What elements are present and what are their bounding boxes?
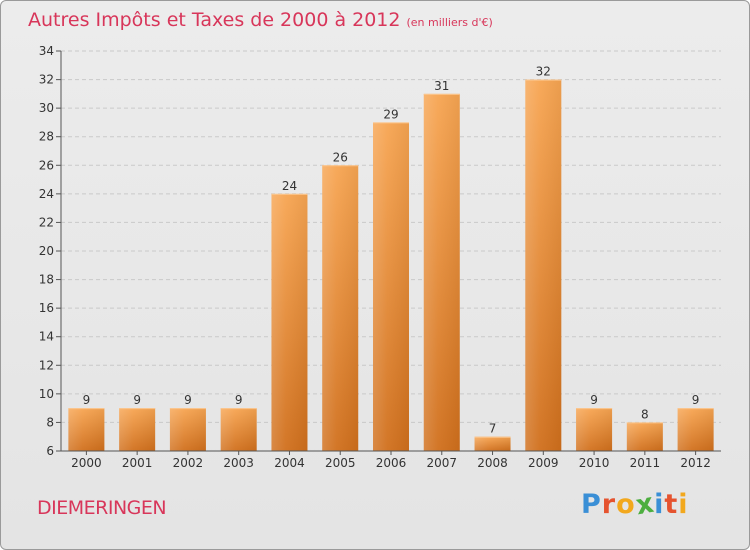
y-tick-label: 10	[39, 387, 54, 401]
y-tick-label: 12	[39, 358, 54, 372]
y-tick-label: 30	[39, 101, 54, 115]
y-tick-label: 14	[39, 330, 54, 344]
logo-letter: i	[654, 489, 665, 520]
y-tick-label: 26	[39, 158, 54, 172]
y-tick-label: 6	[46, 444, 54, 458]
logo-letter: i	[678, 489, 689, 520]
y-tick-label: 24	[39, 187, 54, 201]
x-tick-label: 2003	[223, 456, 254, 470]
bar-group-2007: 31	[423, 79, 460, 451]
bar-value-label: 9	[692, 393, 700, 407]
x-tick-label: 2007	[426, 456, 457, 470]
logo-letter: P	[581, 489, 602, 520]
x-tick-label: 2012	[680, 456, 711, 470]
chart-title-text: Autres Impôts et Taxes de 2000 à 2012	[28, 9, 401, 31]
y-tick-label: 22	[39, 215, 54, 229]
bar-sheen	[677, 408, 714, 451]
bar-value-label: 24	[282, 179, 297, 193]
bar-group-2002: 9	[169, 393, 206, 451]
bar-sheen	[68, 408, 105, 451]
bar-group-2001: 9	[119, 393, 156, 451]
bar-value-label: 9	[235, 393, 243, 407]
bar-sheen	[220, 408, 257, 451]
bar-sheen	[119, 408, 156, 451]
bar-sheen	[322, 165, 359, 452]
bar-value-label: 7	[489, 422, 497, 436]
bars: 9 9 9 9 24 26 29 31 7 32 9 8 9	[68, 65, 714, 452]
bar-value-label: 9	[590, 393, 598, 407]
bar-sheen	[474, 436, 511, 451]
bar-group-2005: 26	[322, 150, 359, 452]
x-tick-label: 2009	[528, 456, 559, 470]
bar-sheen	[626, 422, 663, 451]
logo-letter: o	[616, 489, 636, 520]
bar-group-2000: 9	[68, 393, 105, 451]
x-tick-label: 2001	[122, 456, 153, 470]
x-tick-label: 2002	[173, 456, 204, 470]
bar-value-label: 9	[133, 393, 141, 407]
bar-value-label: 8	[641, 407, 649, 421]
bar-value-label: 9	[83, 393, 91, 407]
proxiti-logo[interactable]: Proxiti	[581, 488, 689, 522]
x-tick-label: 2006	[376, 456, 407, 470]
bar-sheen	[525, 79, 562, 452]
x-tick-label: 2010	[579, 456, 610, 470]
x-tick-label: 2005	[325, 456, 356, 470]
y-tick-label: 28	[39, 130, 54, 144]
logo-letter: r	[601, 489, 617, 520]
y-tick-label: 34	[39, 44, 54, 58]
y-tick-label: 32	[39, 73, 54, 87]
bar-value-label: 31	[434, 79, 449, 93]
bar-sheen	[169, 408, 206, 451]
logo-letter: t	[664, 489, 679, 520]
chart-title: Autres Impôts et Taxes de 2000 à 2012 (en…	[28, 9, 493, 31]
x-tick-label: 2004	[274, 456, 305, 470]
y-tick-label: 8	[46, 415, 54, 429]
bar-value-label: 26	[333, 150, 348, 164]
bar-group-2003: 9	[220, 393, 257, 451]
y-tick-label: 16	[39, 301, 54, 315]
commune-name: DIEMERINGEN	[37, 497, 167, 519]
bar-group-2008: 7	[474, 422, 511, 451]
bar-group-2006: 29	[373, 107, 409, 451]
bar-sheen	[373, 122, 409, 451]
bar-sheen	[423, 93, 460, 451]
x-tick-label: 2000	[71, 456, 102, 470]
bar-value-label: 29	[383, 107, 398, 121]
bar-sheen	[271, 193, 308, 451]
chart-unit-label: (en milliers d'€)	[406, 16, 493, 29]
bar-group-2009: 32	[525, 65, 562, 452]
bar-group-2011: 8	[626, 407, 663, 451]
bar-value-label: 9	[184, 393, 192, 407]
bar-value-label: 32	[536, 65, 551, 79]
bar-group-2012: 9	[677, 393, 714, 451]
y-tick-label: 18	[39, 273, 54, 287]
y-tick-label: 20	[39, 244, 54, 258]
axes: 6 8 10 12 14 16 18 20 22 24 26 28 30 32 34 2000 2001 2002…	[39, 44, 721, 470]
x-tick-label: 2008	[477, 456, 508, 470]
bar-group-2004: 24	[271, 179, 308, 451]
bar-sheen	[576, 408, 613, 451]
x-tick-label: 2011	[630, 456, 661, 470]
bar-group-2010: 9	[576, 393, 613, 451]
